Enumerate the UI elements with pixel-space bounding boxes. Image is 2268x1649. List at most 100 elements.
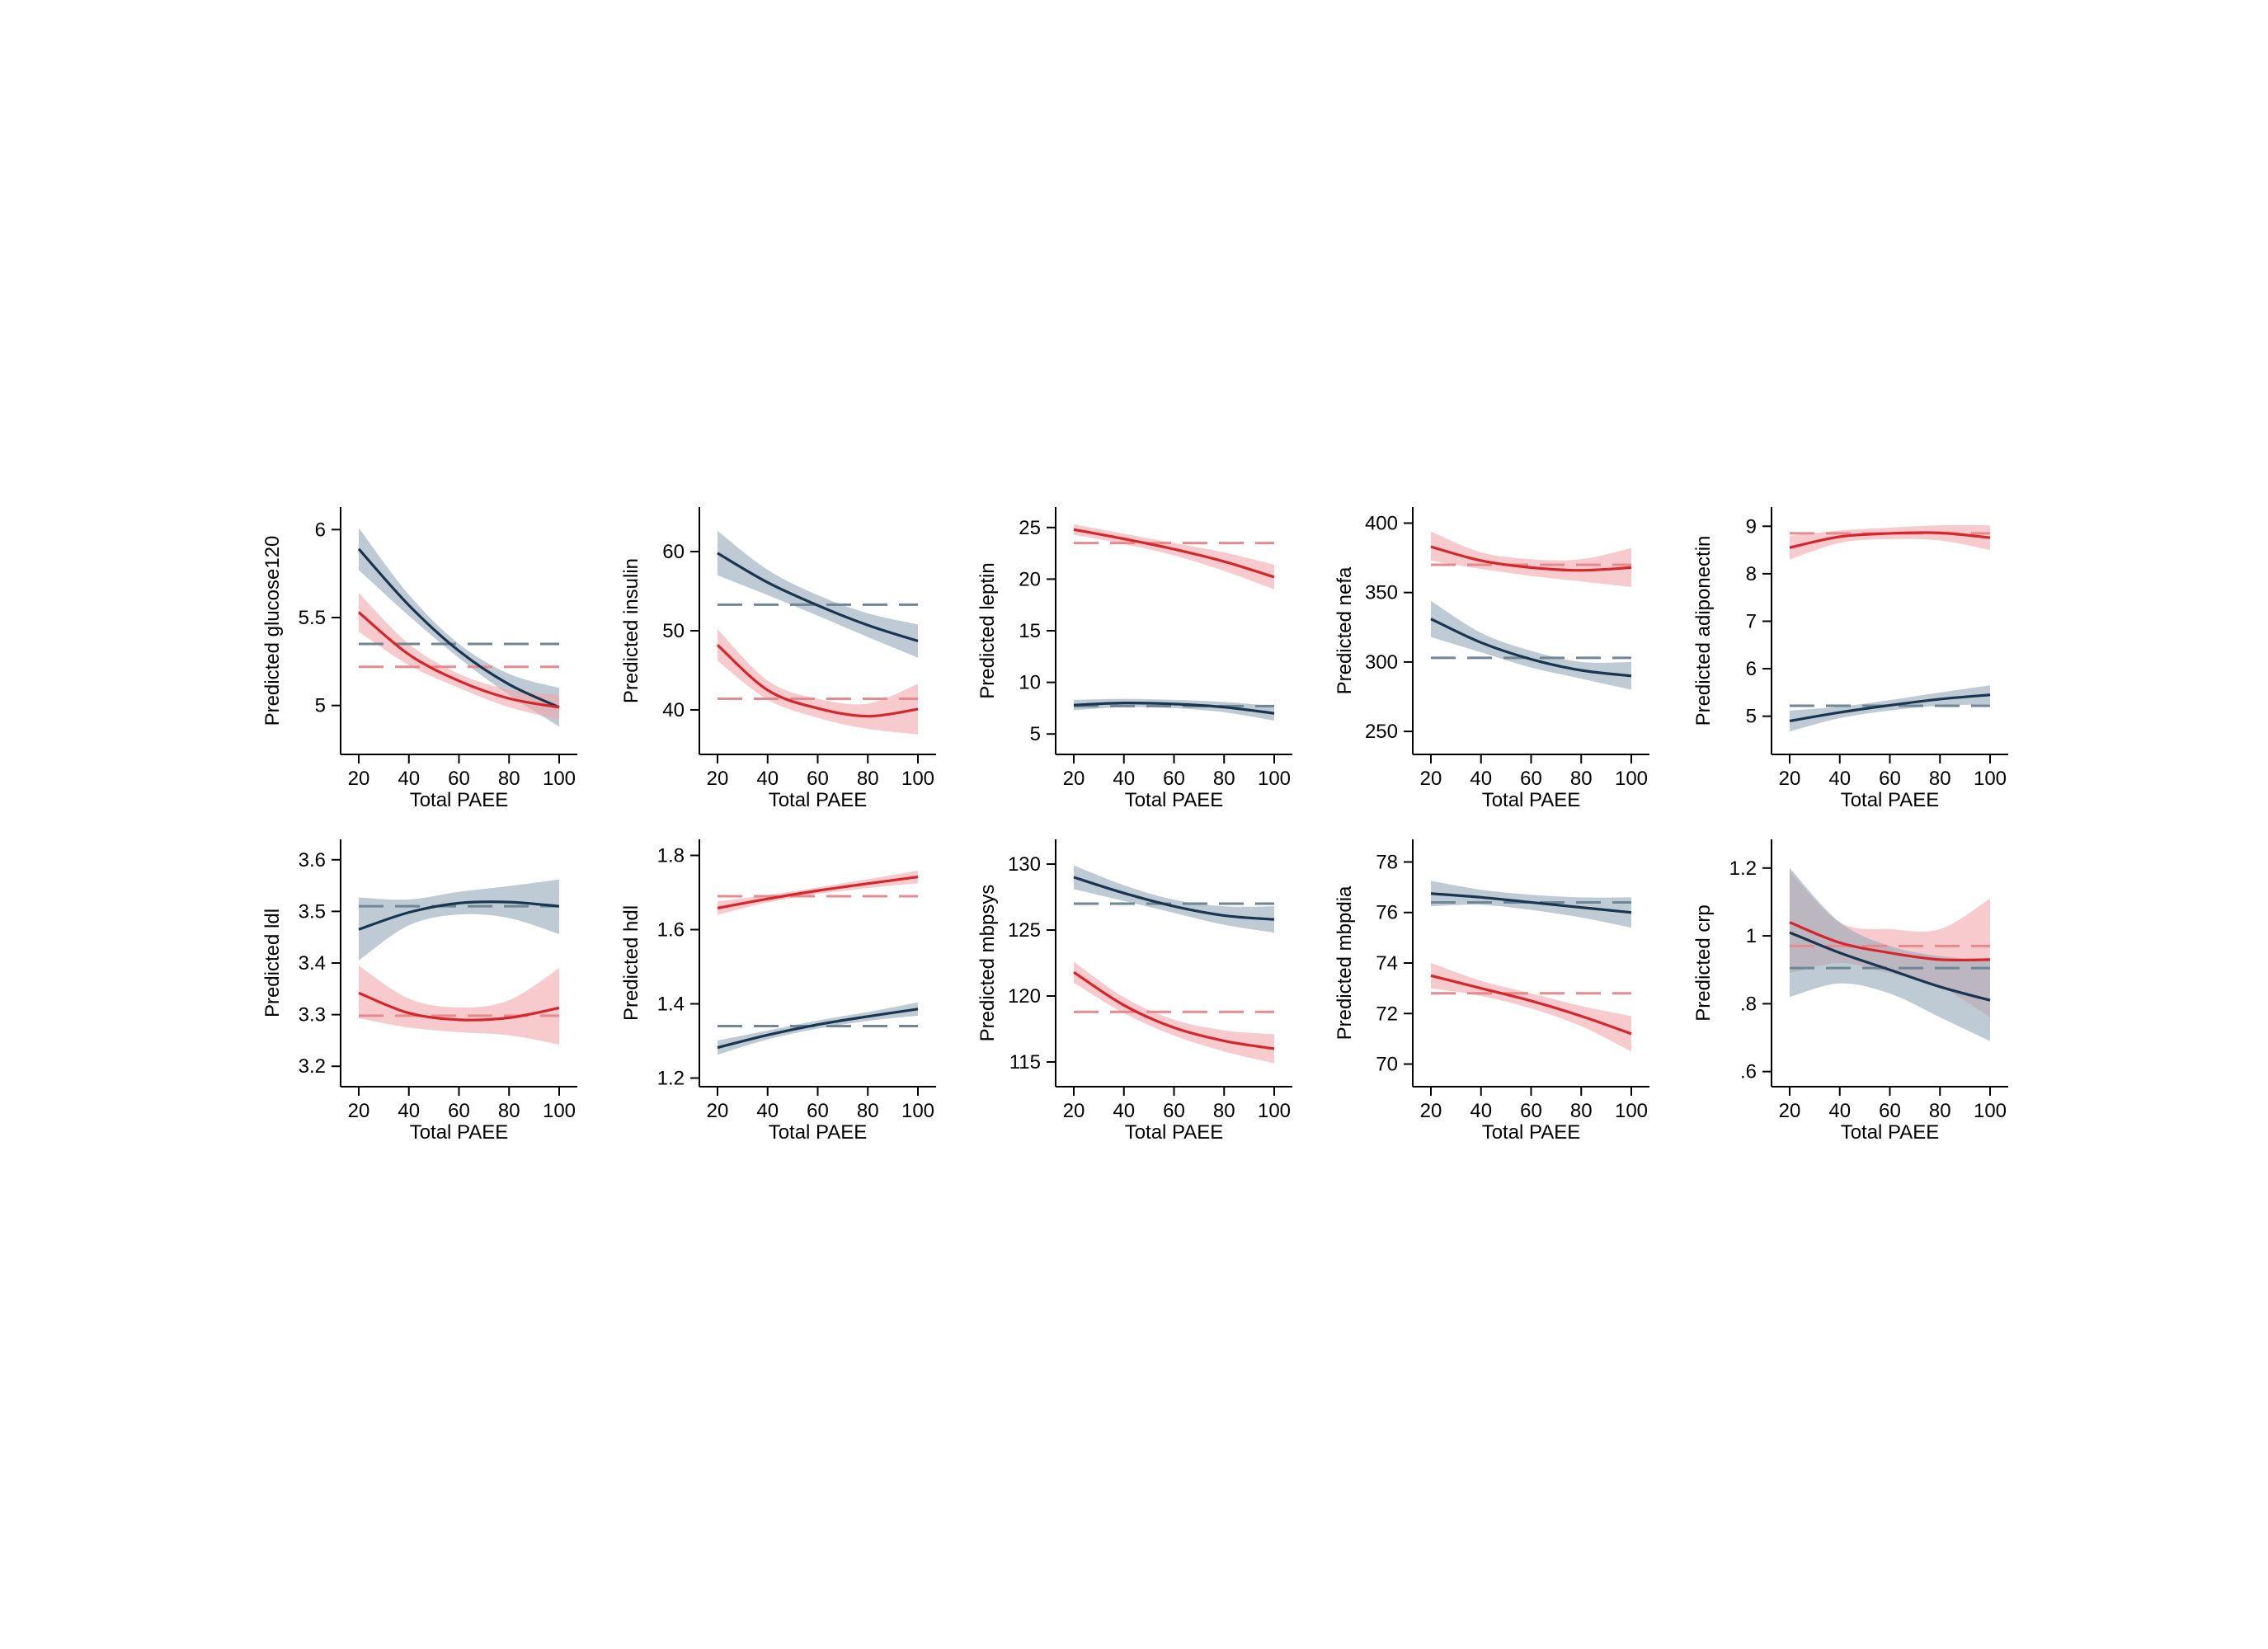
y-tick-label: 5 [1746, 706, 1757, 728]
y-tick-label: 15 [1019, 620, 1041, 642]
fitted-line-navy [358, 900, 560, 931]
y-tick-label: 1.6 [657, 919, 685, 942]
x-tick-label: 100 [901, 768, 934, 790]
x-tick-label: 80 [498, 768, 520, 790]
panel-10: 20 40 60 80 100 .6 .8 1 1.2 Total PAEE Predicted c… [1692, 839, 2008, 1144]
x-tick-label: 60 [1879, 768, 1901, 790]
x-tick-label: 100 [1258, 768, 1291, 790]
confidence-band-red [718, 629, 918, 735]
y-tick-label: 6 [1746, 658, 1757, 680]
fitted-line-red [1430, 974, 1632, 1036]
fitted-line-red [358, 991, 560, 1022]
panel-1: 20 40 60 80 100 5 5.5 6 Total PAEE Predicted gluc… [261, 507, 577, 811]
y-tick-label: 8 [1746, 563, 1757, 585]
y-tick-label: 1.4 [657, 994, 685, 1016]
x-tick-label: 40 [756, 768, 779, 790]
fitted-line-red [1789, 921, 1991, 962]
y-tick-label: 350 [1365, 582, 1398, 604]
confidence-band-navy [359, 879, 559, 961]
confidence-band-navy [718, 531, 918, 658]
y-tick-label: 400 [1365, 512, 1398, 534]
x-tick-label: 40 [1470, 768, 1492, 790]
x-tick-label: 60 [1520, 768, 1542, 790]
x-tick-label: 20 [707, 768, 729, 790]
y-tick-label: 1 [1746, 925, 1757, 947]
confidence-band-navy [359, 528, 559, 727]
y-tick-label: 5.5 [299, 607, 326, 629]
x-tick-label: 100 [543, 768, 576, 790]
panel-5: 20 40 60 80 100 5 6 7 8 9 Total PAEE Predicted adip… [1692, 507, 2008, 811]
y-tick-label: 3.3 [299, 1004, 326, 1027]
y-axis-label: Predicted insulin [620, 558, 642, 703]
x-axis-label: Total PAEE [1482, 1121, 1581, 1144]
x-axis-label: Total PAEE [410, 789, 509, 811]
x-tick-label: 40 [756, 1100, 779, 1122]
x-tick-label: 20 [1779, 768, 1801, 790]
x-tick-label: 20 [1063, 768, 1085, 790]
x-axis-label: Total PAEE [410, 1121, 509, 1144]
confidence-band-navy [1790, 867, 1990, 1041]
fitted-line-red [357, 611, 560, 709]
x-tick-label: 80 [1570, 768, 1593, 790]
x-tick-label: 40 [1470, 1100, 1492, 1122]
y-tick-label: 60 [662, 541, 685, 563]
x-axis-label: Total PAEE [1125, 789, 1224, 811]
panel-4: 20 40 60 80 100 250 300 350 400 Total PAEE Predict… [1334, 507, 1649, 811]
panel-6: 20 40 60 80 100 3.2 3.3 3.4 3.5 3.6 Total PAEE Pred… [261, 839, 577, 1144]
fitted-line-red [1789, 531, 1991, 549]
y-tick-label: 3.4 [299, 952, 326, 975]
fitted-line-navy [1073, 702, 1275, 715]
confidence-band-red [718, 870, 918, 915]
x-axis-label: Total PAEE [1125, 1121, 1224, 1144]
x-tick-label: 60 [1163, 768, 1185, 790]
x-tick-label: 80 [1213, 1100, 1235, 1122]
confidence-band-red [1074, 524, 1274, 590]
confidence-band-navy [1431, 600, 1631, 690]
fitted-line-red [1073, 528, 1275, 579]
y-tick-label: 20 [1019, 568, 1041, 590]
y-tick-label: 1.8 [657, 845, 685, 867]
x-tick-label: 40 [1113, 768, 1135, 790]
x-tick-label: 80 [1929, 1100, 1951, 1122]
x-tick-label: 40 [398, 1100, 420, 1122]
x-tick-label: 80 [857, 768, 879, 790]
panel-7: 20 40 60 80 100 1.2 1.4 1.6 1.8 Total PAEE Predict… [620, 839, 936, 1144]
fitted-line-navy [1430, 892, 1632, 914]
x-tick-label: 60 [1879, 1100, 1901, 1122]
y-axis-label: Predicted crp [1692, 904, 1715, 1021]
y-tick-label: 1.2 [657, 1068, 685, 1090]
x-tick-label: 80 [498, 1100, 520, 1122]
x-tick-label: 80 [857, 1100, 879, 1122]
y-tick-label: 120 [1008, 985, 1041, 1008]
fitted-line-navy [1789, 693, 1991, 723]
x-tick-label: 80 [1929, 768, 1951, 790]
fitted-line-red [716, 644, 919, 718]
x-axis-label: Total PAEE [1841, 789, 1940, 811]
confidence-band-navy [718, 1002, 918, 1055]
confidence-band-navy [1074, 865, 1274, 933]
y-tick-label: 130 [1008, 853, 1041, 876]
y-tick-label: 1.2 [1729, 857, 1757, 880]
confidence-band-red [359, 593, 559, 720]
y-tick-label: 9 [1746, 515, 1757, 538]
x-tick-label: 100 [1258, 1100, 1291, 1122]
confidence-band-navy [1431, 881, 1631, 928]
x-tick-label: 60 [448, 768, 470, 790]
y-tick-label: 3.6 [299, 849, 326, 871]
x-tick-label: 40 [1828, 1100, 1851, 1122]
y-tick-label: 5 [1030, 723, 1041, 745]
y-tick-label: .8 [1740, 993, 1757, 1015]
x-axis-label: Total PAEE [769, 1121, 868, 1144]
y-tick-label: 76 [1376, 902, 1398, 924]
x-tick-label: 20 [348, 1100, 370, 1122]
x-tick-label: 100 [543, 1100, 576, 1122]
x-tick-label: 100 [901, 1100, 934, 1122]
x-tick-label: 60 [807, 768, 829, 790]
x-tick-label: 40 [398, 768, 420, 790]
fitted-line-navy [1430, 618, 1632, 678]
y-tick-label: 72 [1376, 1003, 1398, 1025]
y-tick-label: 78 [1376, 851, 1398, 873]
panel-9: 20 40 60 80 100 70 72 74 76 78 Total PAEE Predicted… [1334, 839, 1649, 1144]
y-tick-label: 125 [1008, 919, 1041, 942]
